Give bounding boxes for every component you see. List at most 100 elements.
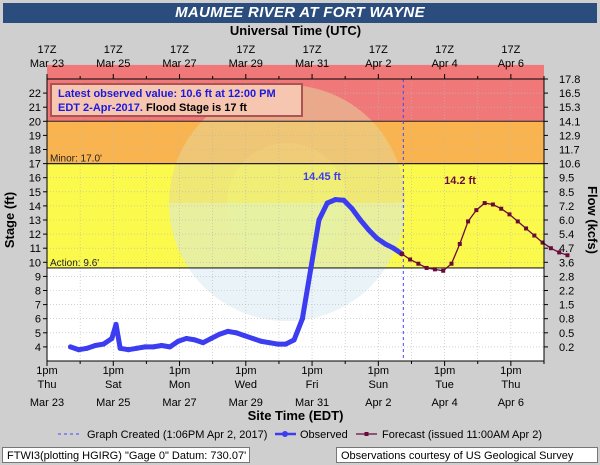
forecast-point <box>441 268 446 273</box>
right-tick-label: 2.2 <box>559 286 574 298</box>
forecast-point <box>557 250 562 255</box>
top-tick-label: 17Z <box>435 44 454 56</box>
left-tick-label: 15 <box>29 187 41 199</box>
bottom-tick-date: Apr 4 <box>431 397 457 409</box>
top-tick-date: Mar 25 <box>96 58 130 70</box>
forecast-point <box>565 253 570 258</box>
top-tick-date: Mar 31 <box>295 58 329 70</box>
observed-point <box>357 217 363 223</box>
bottom-tick-weekday: Fri <box>306 379 319 391</box>
forecast-point <box>540 240 545 245</box>
right-tick-label: 0.5 <box>559 328 574 340</box>
observed-point <box>308 266 314 272</box>
legend-forecast-dot <box>364 432 369 436</box>
bottom-tick-date: Mar 23 <box>30 397 64 409</box>
bottom-tick-time: 1pm <box>235 365 256 377</box>
bottom-tick-date: Mar 27 <box>162 397 196 409</box>
observed-point <box>266 340 272 346</box>
observed-point <box>250 335 256 341</box>
left-tick-label: 10 <box>29 257 41 269</box>
observed-point <box>374 235 380 241</box>
right-tick-label: 2.8 <box>559 271 574 283</box>
bottom-tick-weekday: Thu <box>38 379 57 391</box>
observed-point <box>101 341 107 347</box>
top-tick-label: 17Z <box>104 44 123 56</box>
left-axis-title: Stage (ft) <box>2 192 17 248</box>
left-tick-label: 12 <box>29 229 41 241</box>
forecast-series <box>399 201 570 273</box>
forecast-point <box>466 219 471 224</box>
observed-point <box>241 333 247 339</box>
forecast-point <box>482 201 487 206</box>
forecast-point <box>424 265 429 270</box>
legend-created-label: Graph Created (1:06PM Apr 2, 2017) <box>87 429 267 441</box>
bottom-tick-weekday: Sun <box>369 379 389 391</box>
observed-point <box>324 200 330 206</box>
observed-point <box>92 342 98 348</box>
top-tick-date: Mar 23 <box>30 58 64 70</box>
forecast-point <box>548 246 553 251</box>
right-tick-label: 6.0 <box>559 215 574 227</box>
bottom-tick-weekday: Tue <box>435 379 454 391</box>
left-tick-label: 8 <box>35 286 41 298</box>
observed-point <box>117 345 123 351</box>
bottom-axis-title: Site Time (EDT) <box>248 408 344 423</box>
observed-point <box>109 335 115 341</box>
bottom-tick-date: Mar 29 <box>229 397 263 409</box>
left-tick-label: 16 <box>29 173 41 185</box>
bottom-tick-time: 1pm <box>301 365 322 377</box>
top-axis-title: Universal Time (UTC) <box>230 23 361 38</box>
footer-datum: FTWI3(plotting HGIRG) "Gage 0" Datum: 73… <box>2 447 250 463</box>
observed-point <box>366 227 372 233</box>
right-tick-label: 8.5 <box>559 187 574 199</box>
observed-point <box>291 337 297 343</box>
observed-point <box>134 345 140 351</box>
observed-point <box>208 335 214 341</box>
bottom-tick-weekday: Wed <box>235 379 257 391</box>
right-tick-label: 7.2 <box>559 201 574 213</box>
legend-forecast-label: Forecast (issued 11:00AM Apr 2) <box>382 429 542 441</box>
top-tick-date: Apr 6 <box>498 58 524 70</box>
observed-point <box>217 331 223 337</box>
observed-point <box>175 338 181 344</box>
observed-point <box>299 316 305 322</box>
forecast-peak-label: 14.2 ft <box>444 175 476 187</box>
left-tick-label: 11 <box>30 243 41 255</box>
right-tick-label: 11.7 <box>559 145 580 157</box>
left-tick-label: 21 <box>29 102 41 114</box>
left-tick-label: 5 <box>35 328 41 340</box>
observed-point <box>125 347 131 353</box>
forecast-point <box>532 233 537 238</box>
top-tick-label: 17Z <box>236 44 255 56</box>
bottom-tick-date: Apr 6 <box>498 397 524 409</box>
right-tick-label: 0.2 <box>559 342 574 354</box>
left-tick-label: 13 <box>29 215 41 227</box>
observed-point <box>382 241 388 247</box>
observed-point <box>233 330 239 336</box>
bottom-tick-date: Apr 2 <box>365 397 391 409</box>
observed-point <box>150 344 156 350</box>
top-tick-label: 17Z <box>38 44 57 56</box>
observed-point <box>341 197 347 203</box>
observed-point <box>192 337 198 343</box>
bottom-tick-weekday: Sat <box>105 379 122 391</box>
right-tick-label: 10.6 <box>559 159 580 171</box>
observed-series <box>67 197 405 353</box>
observed-point <box>142 344 148 350</box>
forecast-point <box>515 219 520 224</box>
right-axis-title: Flow (kcfs) <box>585 186 600 254</box>
top-tick-date: Mar 29 <box>229 58 263 70</box>
chart-title: MAUMEE RIVER AT FORT WAYNE <box>3 3 597 23</box>
left-tick-label: 6 <box>35 314 41 326</box>
observed-point <box>76 347 82 353</box>
left-tick-label: 14 <box>29 201 41 213</box>
top-tick-date: Mar 27 <box>162 58 196 70</box>
observed-point <box>183 335 189 341</box>
forecast-point <box>449 261 454 266</box>
bottom-tick-time: 1pm <box>169 365 190 377</box>
observed-point <box>200 340 206 346</box>
observed-point <box>67 344 73 350</box>
observed-point <box>349 206 355 212</box>
bottom-tick-time: 1pm <box>36 365 57 377</box>
right-tick-label: 9.5 <box>559 173 574 185</box>
